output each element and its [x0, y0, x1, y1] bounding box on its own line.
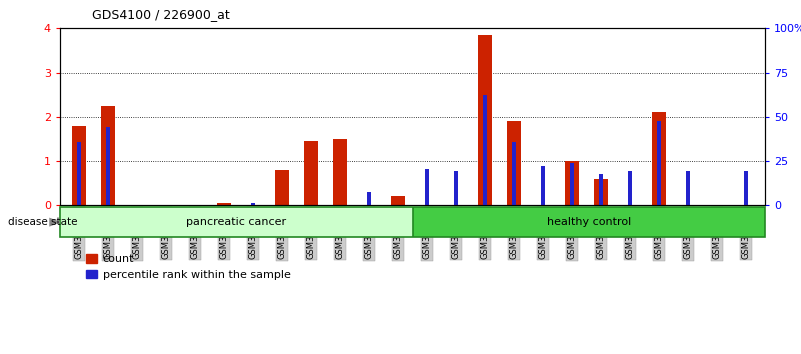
Bar: [652, 113, 666, 205]
Bar: [60, 207, 413, 237]
Bar: [368, 192, 371, 205]
Bar: [541, 166, 545, 205]
Bar: [628, 171, 632, 205]
Bar: [304, 141, 318, 205]
Text: GDS4100 / 226900_at: GDS4100 / 226900_at: [92, 8, 230, 21]
Bar: [477, 35, 493, 205]
Bar: [599, 175, 603, 205]
Bar: [454, 171, 457, 205]
Bar: [513, 142, 516, 205]
Bar: [107, 127, 110, 205]
Bar: [71, 126, 87, 205]
Bar: [425, 169, 429, 205]
Bar: [252, 203, 255, 205]
Bar: [483, 95, 487, 205]
Bar: [217, 203, 231, 205]
Bar: [744, 171, 748, 205]
Bar: [565, 161, 579, 205]
Polygon shape: [49, 218, 61, 227]
Bar: [101, 106, 115, 205]
Bar: [594, 179, 608, 205]
Text: disease state: disease state: [8, 217, 78, 227]
Legend: count, percentile rank within the sample: count, percentile rank within the sample: [82, 250, 295, 285]
Bar: [570, 163, 574, 205]
Bar: [77, 142, 81, 205]
Text: healthy control: healthy control: [546, 217, 631, 227]
Bar: [332, 139, 348, 205]
Bar: [413, 207, 765, 237]
Bar: [275, 170, 289, 205]
Bar: [686, 171, 690, 205]
Bar: [658, 121, 661, 205]
Text: pancreatic cancer: pancreatic cancer: [186, 217, 286, 227]
Bar: [507, 121, 521, 205]
Bar: [391, 196, 405, 205]
